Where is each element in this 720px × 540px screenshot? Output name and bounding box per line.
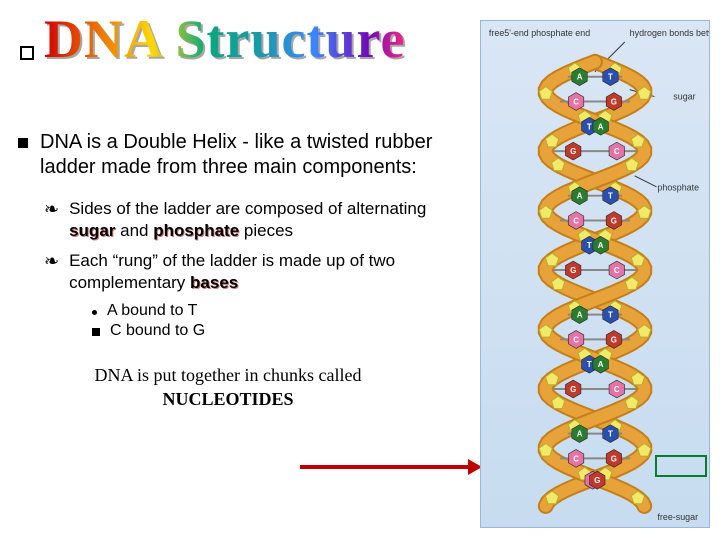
tertiary-text: A bound to T	[107, 302, 197, 320]
title-row: DNA Structure	[20, 8, 405, 70]
tertiary-bullet-list: A bound to T C bound to G	[92, 302, 468, 340]
svg-text:A: A	[577, 311, 583, 320]
svg-text:T: T	[608, 430, 613, 439]
svg-text:A: A	[577, 430, 583, 439]
svg-text:C: C	[614, 266, 620, 275]
svg-text:T: T	[587, 241, 592, 250]
tertiary-bullet: C bound to G	[92, 322, 468, 340]
svg-text:A: A	[598, 241, 604, 250]
text-span: Sides of the ladder are composed of alte…	[69, 199, 426, 218]
label-phosphate: phosphate	[657, 183, 699, 193]
svg-text:C: C	[573, 216, 579, 225]
label-hbond: hydrogen bonds between bases	[630, 28, 709, 38]
svg-text:G: G	[611, 216, 617, 225]
slide-title: DNA Structure	[44, 8, 405, 70]
tertiary-text: C bound to G	[110, 322, 205, 340]
svg-text:C: C	[573, 335, 579, 344]
footer-text: DNA is put together in chunks called NUC…	[58, 364, 398, 411]
svg-text:A: A	[577, 73, 583, 82]
svg-text:C: C	[614, 147, 620, 156]
svg-text:G: G	[611, 335, 617, 344]
arrow-icon	[300, 465, 470, 469]
svg-text:C: C	[573, 454, 579, 463]
sub-bullet: ❧ Sides of the ladder are composed of al…	[44, 198, 468, 242]
tertiary-bullet: A bound to T	[92, 302, 468, 320]
title-bullet	[20, 46, 34, 60]
svg-text:G: G	[611, 454, 617, 463]
square-bullet-small-icon	[92, 328, 100, 336]
svg-text:T: T	[608, 73, 613, 82]
footer-line1: DNA is put together in chunks called	[95, 365, 362, 385]
sub-bullet-text: Sides of the ladder are composed of alte…	[69, 198, 468, 242]
text-span: pieces	[239, 221, 293, 240]
main-bullet-text: DNA is a Double Helix - like a twisted r…	[40, 130, 468, 180]
svg-text:A: A	[577, 192, 583, 201]
callout-line	[635, 176, 657, 187]
square-bullet-icon	[18, 138, 28, 148]
ornament-bullet-icon: ❧	[44, 199, 59, 242]
svg-text:G: G	[570, 385, 576, 394]
svg-text:T: T	[608, 192, 613, 201]
svg-text:G: G	[611, 97, 617, 106]
dna-diagram: free5'-end phosphate end hydrogen bonds …	[480, 20, 710, 528]
label-sugar: sugar	[673, 92, 695, 102]
dot-bullet-icon	[92, 310, 97, 315]
svg-text:G: G	[570, 147, 576, 156]
svg-text:C: C	[614, 385, 620, 394]
highlight-phosphate: phosphate	[153, 221, 239, 240]
sub-bullet-text: Each “rung” of the ladder is made up of …	[69, 250, 468, 294]
svg-text:T: T	[587, 122, 592, 131]
text-span: and	[115, 221, 153, 240]
main-bullet: DNA is a Double Helix - like a twisted r…	[18, 130, 468, 180]
sub-bullet-list: ❧ Sides of the ladder are composed of al…	[44, 198, 468, 340]
highlight-bases: bases	[190, 273, 238, 292]
svg-text:A: A	[598, 122, 604, 131]
highlight-sugar: sugar	[69, 221, 115, 240]
ornament-bullet-icon: ❧	[44, 251, 59, 294]
svg-text:A: A	[598, 360, 604, 369]
label-free-end: free5'-end phosphate end	[489, 28, 590, 38]
content-block: DNA is a Double Helix - like a twisted r…	[18, 130, 468, 411]
svg-text:G: G	[594, 476, 600, 485]
footer-nucleotides: NUCLEOTIDES	[162, 389, 293, 409]
svg-text:G: G	[570, 266, 576, 275]
nucleotide-highlight-box	[655, 455, 707, 477]
sub-bullet: ❧ Each “rung” of the ladder is made up o…	[44, 250, 468, 294]
svg-text:C: C	[573, 97, 579, 106]
svg-text:T: T	[608, 311, 613, 320]
dna-svg: free5'-end phosphate end hydrogen bonds …	[481, 21, 709, 527]
label-free-sugar: free-sugar	[657, 512, 698, 522]
svg-text:T: T	[587, 360, 592, 369]
